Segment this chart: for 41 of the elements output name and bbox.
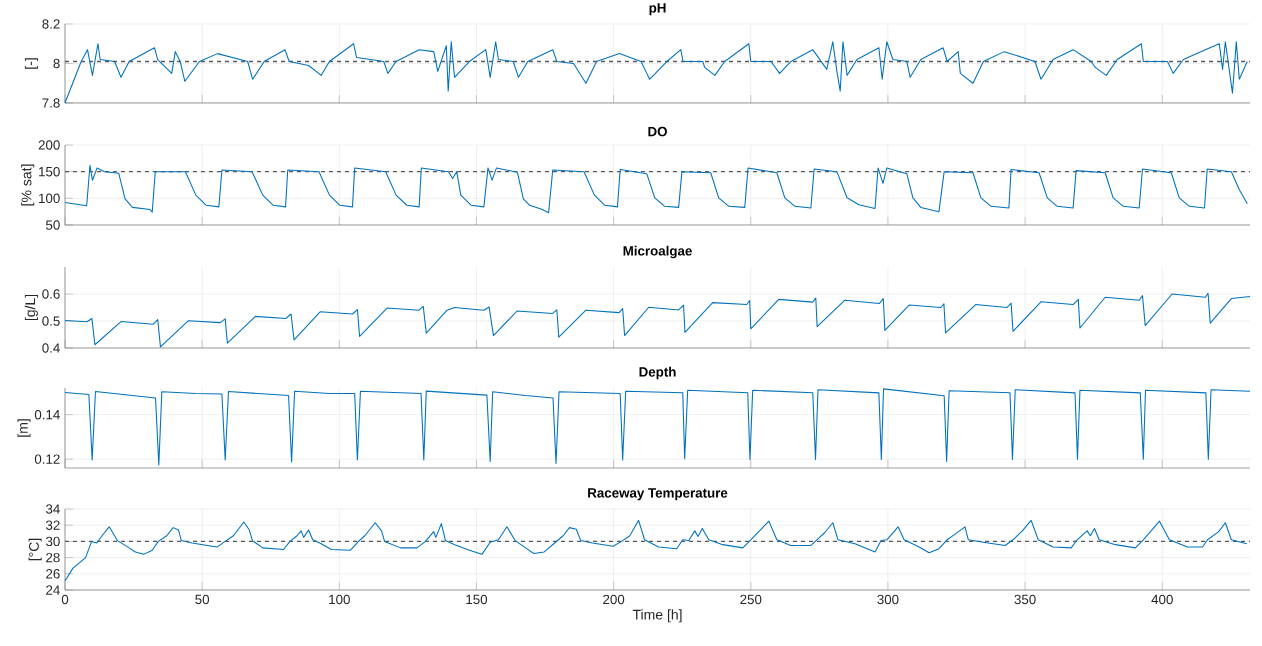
line-series: [64, 388, 1251, 466]
y-tick-label: 0.4: [42, 343, 60, 353]
line-series: [64, 164, 1248, 214]
x-tick-label: 400: [1151, 594, 1173, 605]
y-tick-label: 0.12: [34, 454, 60, 464]
y-tick-label: 24: [46, 585, 60, 595]
y-tick-label: 0.6: [42, 289, 60, 299]
y-tick-label: 8: [53, 58, 60, 69]
y-tick-label: 0.14: [34, 409, 60, 420]
x-axis-title: Time [h]: [632, 609, 682, 623]
line-series: [64, 519, 1248, 582]
y-tick-label: 26: [46, 569, 60, 579]
chart-title: pH: [649, 3, 666, 16]
x-tick-label: 0: [61, 594, 69, 605]
y-axis-title: [g/L]: [24, 294, 38, 321]
y-tick-label: 50: [46, 220, 60, 230]
x-tick-label: 250: [740, 594, 762, 605]
y-tick-label: 100: [39, 193, 60, 204]
y-tick-label: 8.2: [42, 19, 60, 29]
chart-title: Raceway Temperature: [588, 488, 728, 501]
x-tick-label: 350: [1014, 594, 1036, 605]
y-axis-title: [-]: [24, 58, 38, 69]
chart-title: Microalgae: [623, 245, 692, 259]
x-tick-label: 100: [329, 594, 350, 605]
y-tick-label: 7.8: [42, 98, 60, 108]
x-tick-label: 50: [195, 594, 210, 605]
x-tick-label: 200: [603, 594, 625, 605]
y-axis-title: [°C]: [28, 538, 42, 561]
y-axis-title: [m]: [17, 419, 31, 437]
y-tick-label: 28: [46, 552, 60, 563]
x-tick-label: 150: [466, 594, 488, 605]
chart-title: Depth: [639, 366, 676, 380]
chart-title: DO: [648, 126, 667, 137]
y-tick-label: 150: [39, 166, 60, 177]
x-tick-label: 300: [877, 594, 899, 605]
y-tick-label: 200: [38, 140, 60, 150]
y-axis-title: [% sat]: [21, 164, 35, 206]
y-tick-label: 34: [45, 504, 60, 514]
y-tick-label: 32: [45, 520, 60, 530]
y-tick-label: 0.5: [42, 316, 60, 326]
y-tick-label: 30: [45, 536, 60, 547]
